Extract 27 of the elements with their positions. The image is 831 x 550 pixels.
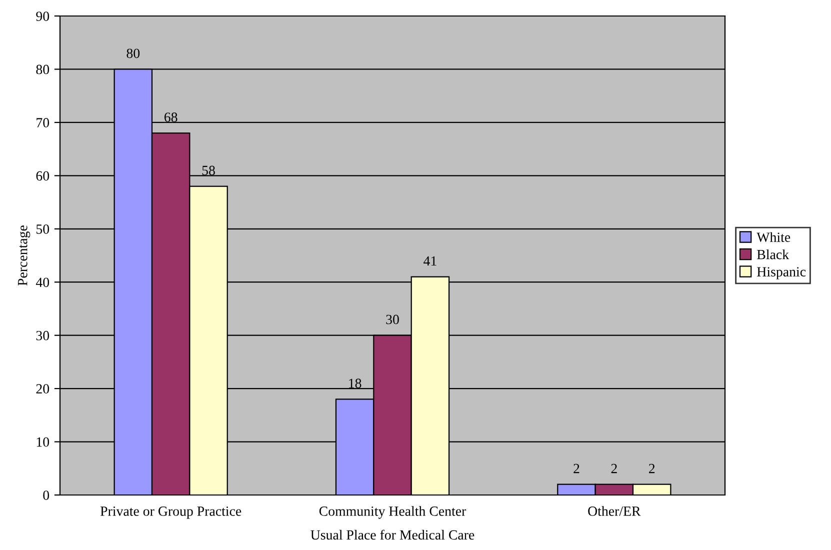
x-tick-label: Community Health Center xyxy=(319,506,466,519)
y-tick-label: 10 xyxy=(36,437,50,447)
y-tick-label: 70 xyxy=(36,118,50,128)
y-tick-label: 0 xyxy=(43,490,50,500)
legend-label: Hispanic xyxy=(757,267,806,280)
y-tick-label: 40 xyxy=(36,278,50,288)
data-label: 58 xyxy=(202,166,215,176)
data-label: 30 xyxy=(386,314,399,324)
data-label: 80 xyxy=(126,48,140,58)
legend-label: White xyxy=(756,232,790,242)
data-label: 2 xyxy=(611,464,617,474)
x-axis-title: Usual Place for Medical Care xyxy=(310,530,474,540)
y-axis-title: Percentage xyxy=(18,226,30,286)
data-label: 2 xyxy=(574,464,580,474)
data-label: 18 xyxy=(349,378,362,388)
data-label: 68 xyxy=(164,112,178,122)
data-label: 41 xyxy=(424,256,436,266)
x-tick-label: Private or Group Practice xyxy=(100,506,242,519)
y-tick-label: 90 xyxy=(36,12,50,21)
y-tick-label: 30 xyxy=(36,330,50,340)
legend-label: Black xyxy=(757,249,790,260)
y-tick-label: 80 xyxy=(36,64,50,74)
y-tick-label: 50 xyxy=(36,224,50,234)
y-tick-label: 60 xyxy=(36,171,50,181)
y-tick-label: 20 xyxy=(36,384,50,394)
x-tick-label: Other/ER xyxy=(588,506,641,516)
data-label: 2 xyxy=(648,464,655,474)
